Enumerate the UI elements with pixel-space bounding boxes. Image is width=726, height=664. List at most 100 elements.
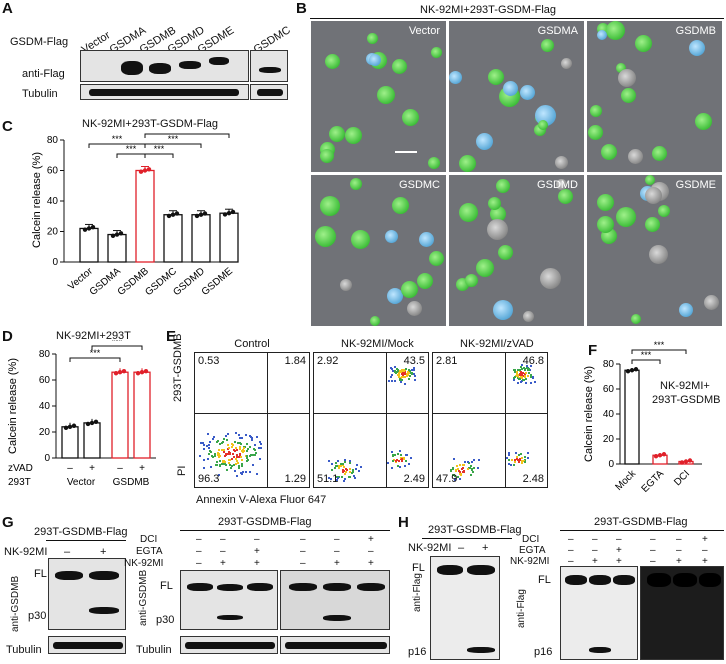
facs-event [217,439,220,442]
zvad-mark: + [89,463,95,474]
facs-event [390,376,393,379]
y-tick-label: 20 [47,227,59,238]
facs-event [398,372,401,375]
facs-event [526,452,529,455]
panel-c-title: NK-92MI+293T-GSDM-Flag [82,118,219,130]
h-antibody-right: anti-Flag [516,589,527,628]
facs-event [336,459,339,462]
panel-b-title-rule [310,18,724,19]
cell [704,295,719,310]
facs-event [209,450,212,453]
cell [329,126,345,142]
facs-event [248,454,251,457]
facs-event [218,464,221,467]
cell [449,71,462,84]
panel-label-c: C [2,118,13,135]
cell [369,54,381,66]
facs-event [473,459,476,462]
facs-event [222,448,225,451]
h-fl-right: FL [538,574,551,586]
facs-event [209,466,212,469]
cell [459,155,476,172]
facs-event [513,369,516,372]
facs-event [401,456,404,459]
facs-event [476,466,479,469]
facs-event [466,467,469,470]
facs-event [342,465,345,468]
band [467,565,495,575]
facs-event [527,371,530,374]
facs-event [452,474,455,477]
facs-event [466,460,469,463]
h-left-mark-1: – [458,542,465,554]
h-row-mark: + [702,534,708,545]
facs-event [398,371,401,374]
cell [476,133,493,150]
g-p30-left: p30 [28,610,47,622]
y-tick-label: 0 [608,459,614,470]
sig-bracket-label: *** [112,134,123,144]
facs-event [519,370,522,373]
facs-event [226,433,229,436]
facs-event [236,474,239,477]
facs-event [408,378,411,381]
sig-bracket [69,357,121,362]
facs-event [467,462,470,465]
h-right-rule [560,530,724,531]
facs-xlabel: Annexin V-Alexa Fluor 647 [196,494,327,506]
zvad-mark: – [67,463,73,474]
facs-ylabel-top: 293T-GSDMB [172,333,184,402]
facs-event [450,469,453,472]
blot-h-left [430,556,500,660]
bar [191,214,211,263]
g-antibody-left: anti-GSDMB [10,575,21,632]
facs-event [246,459,249,462]
band [565,575,587,585]
cell [597,194,614,211]
cell [320,196,340,216]
facs-event [518,368,521,371]
cell [621,88,636,103]
bar [163,214,183,263]
quadrant-ll: 47.9 [436,473,458,485]
data-point [202,211,208,216]
g-row-mark: + [254,558,260,569]
band [647,573,671,587]
bar [61,426,79,459]
band [209,57,229,65]
data-point [629,368,635,373]
facs-event [399,453,402,456]
facs-event [406,370,409,373]
facs-event [220,463,223,465]
h-row-mark: + [676,556,682,567]
data-point [67,424,73,429]
facs-event [234,449,237,452]
facs-event [396,367,399,370]
facs-event [453,474,456,477]
facs-event [522,366,525,369]
facs-event [335,478,338,481]
facs-event [511,458,514,461]
facs-event [207,458,210,461]
facs-event [241,470,244,473]
facs-event [512,379,515,382]
facs-event [228,452,231,454]
facs-event [471,467,474,470]
band [323,615,351,621]
facs-event [254,444,257,447]
facs-event [524,459,527,462]
facs-event [518,377,521,380]
facs-event [523,372,526,375]
facs-event [477,458,480,461]
g-tubulin-right: Tubulin [136,644,172,656]
row-label-293t: 293T [8,477,31,488]
data-point [653,454,659,459]
g-right-title: 293T-GSDMB-Flag [218,516,312,528]
facs-event [223,438,226,441]
facs-event [249,470,252,473]
facs-event [248,435,251,438]
facs-event [520,371,523,374]
g-tubulin-left: Tubulin [6,644,42,656]
bar [111,371,129,459]
